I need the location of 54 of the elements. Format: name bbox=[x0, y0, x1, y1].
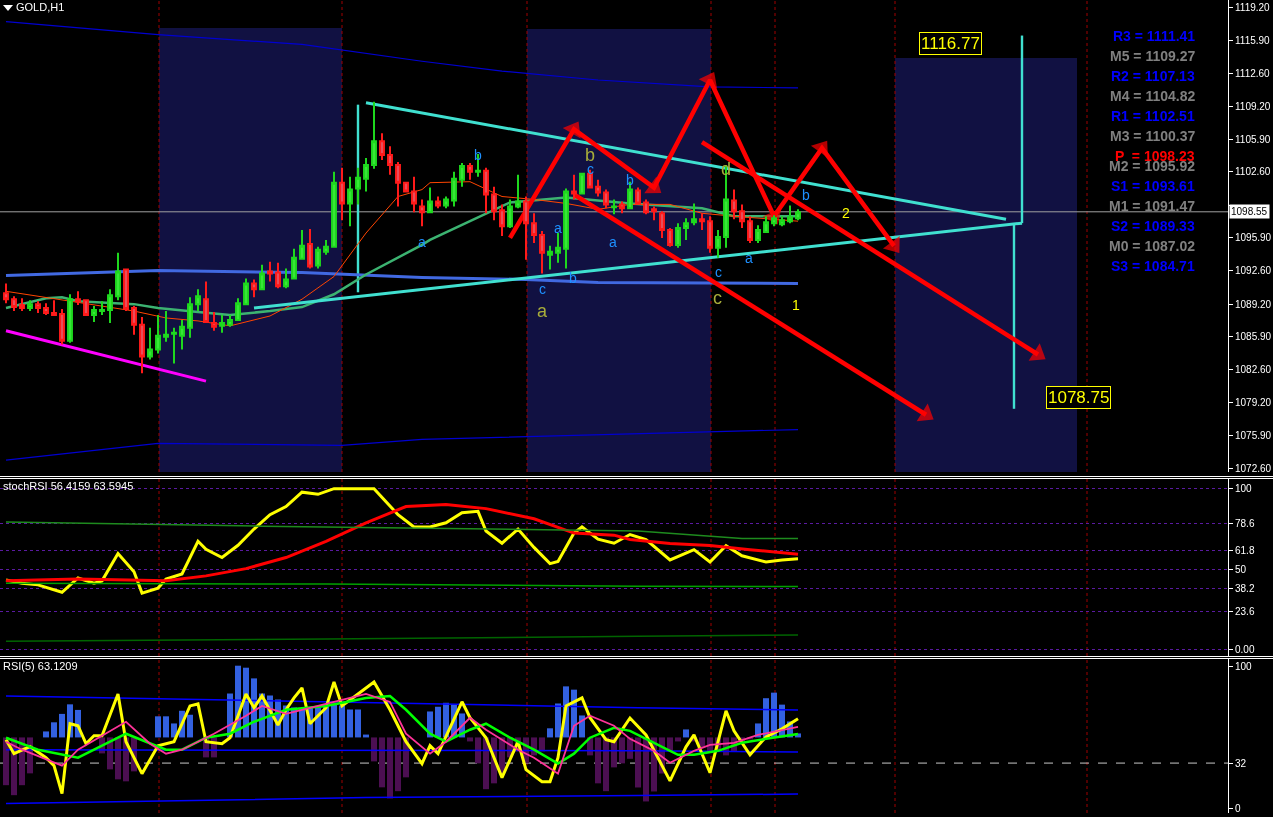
y-tick-label: 1075.90 bbox=[1235, 429, 1272, 441]
chart-title: RSI(5) 63.1209 bbox=[3, 659, 78, 672]
y-tick-label: 1105.90 bbox=[1235, 133, 1271, 145]
y-tick-label: 38.2 bbox=[1235, 582, 1255, 594]
annotation: R3 = 1111.41 bbox=[1113, 28, 1196, 44]
y-tick-label: 50 bbox=[1235, 563, 1247, 575]
annotation: c bbox=[713, 288, 722, 308]
annotation: a bbox=[745, 250, 753, 266]
annotation: R1 = 1102.51 bbox=[1111, 108, 1195, 124]
annotation: S2 = 1089.33 bbox=[1111, 218, 1195, 234]
y-tick-label: 1072.60 bbox=[1235, 462, 1272, 474]
annotation: c bbox=[539, 281, 546, 297]
annotation: d bbox=[721, 159, 732, 179]
y-tick-label: 100 bbox=[1235, 483, 1253, 495]
y-tick-label: 78.6 bbox=[1235, 517, 1255, 529]
y-tick-label: 100 bbox=[1235, 660, 1253, 672]
y-tick-label: 0 bbox=[1235, 803, 1241, 815]
y-tick-label: 61.8 bbox=[1235, 544, 1255, 556]
annotation: M3 = 1100.37 bbox=[1110, 128, 1196, 144]
ref-line-label: 1098.55 bbox=[1231, 206, 1268, 217]
annotation: 1078.75 bbox=[1048, 388, 1110, 407]
annotation: 1116.77 bbox=[921, 34, 980, 53]
y-tick-label: 0.00 bbox=[1235, 644, 1255, 656]
annotation: a bbox=[609, 234, 617, 250]
annotation: c bbox=[715, 264, 722, 280]
y-tick-label: 32 bbox=[1235, 757, 1247, 769]
y-tick-label: 1089.20 bbox=[1235, 298, 1272, 310]
y-tick-label: 23.6 bbox=[1235, 606, 1255, 618]
y-tick-label: 1092.60 bbox=[1235, 265, 1272, 277]
y-tick-label: 1085.90 bbox=[1235, 331, 1272, 343]
annotation: M0 = 1087.02 bbox=[1109, 238, 1196, 254]
annotation: b bbox=[802, 187, 810, 203]
annotation: b bbox=[626, 172, 634, 188]
y-tick-label: 1079.20 bbox=[1235, 397, 1272, 409]
y-tick-label: 1112.60 bbox=[1235, 67, 1271, 79]
annotation: S3 = 1084.71 bbox=[1111, 258, 1195, 274]
annotation: a bbox=[554, 220, 562, 236]
annotation: a bbox=[537, 301, 548, 321]
y-tick-label: 1115.90 bbox=[1235, 34, 1271, 46]
annotation: M1 = 1091.47 bbox=[1109, 198, 1196, 214]
annotation: M5 = 1109.27 bbox=[1110, 48, 1196, 64]
annotation: b bbox=[474, 147, 482, 163]
annotation: M4 = 1104.82 bbox=[1110, 88, 1196, 104]
annotation: R2 = 1107.13 bbox=[1111, 68, 1195, 84]
annotation: 1 bbox=[792, 297, 800, 313]
annotation: S1 = 1093.61 bbox=[1111, 178, 1195, 194]
chart-title: stochRSI 56.4159 63.5945 bbox=[3, 479, 134, 492]
y-tick-label: 1082.60 bbox=[1235, 363, 1272, 375]
y-tick-label: 1119.20 bbox=[1235, 2, 1271, 14]
y-tick-label: 1109.20 bbox=[1235, 101, 1271, 113]
y-tick-label: 1102.60 bbox=[1235, 166, 1271, 178]
y-tick-label: 1095.90 bbox=[1235, 232, 1272, 244]
annotation: 2 bbox=[842, 205, 850, 221]
chart-title: GOLD,H1 bbox=[16, 0, 65, 13]
